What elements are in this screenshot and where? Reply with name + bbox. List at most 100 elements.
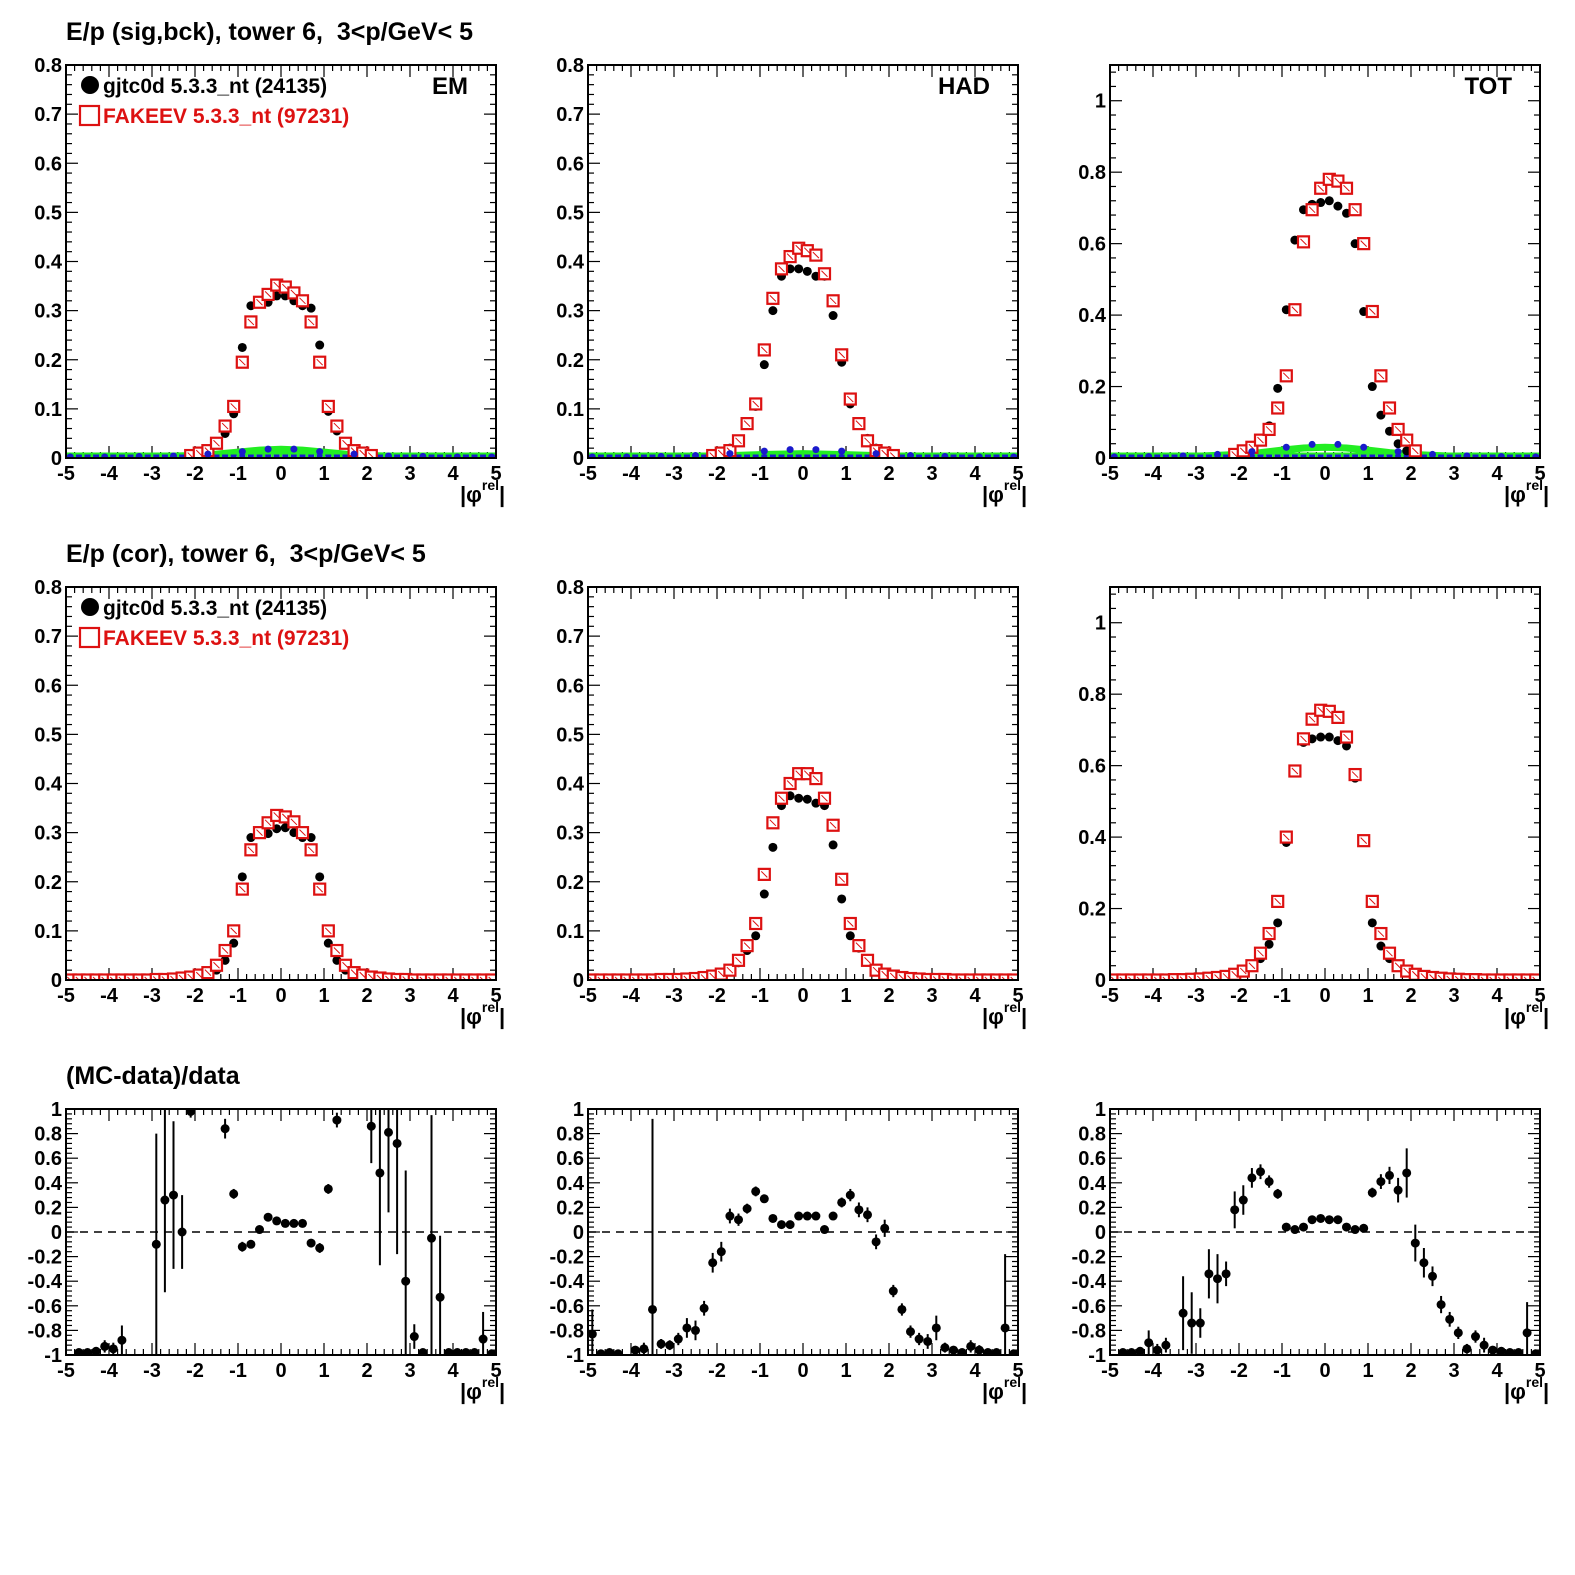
row1-TOT-mc-point-err <box>1308 206 1316 214</box>
row3-TOT-x-axis-label-main: |φ <box>1504 1379 1526 1404</box>
row1-TOT-bkg-mc-point <box>1117 452 1129 458</box>
row1-TOT-bkg-data-point <box>1137 454 1144 458</box>
row1-TOT-bkg-data-point <box>1524 454 1531 458</box>
row2-TOT-y-tick-label: 0.4 <box>1078 827 1107 849</box>
row3-HAD-ratio-point <box>914 1334 924 1344</box>
row2-HAD-mc-point <box>602 973 617 980</box>
row1-EM-y-tick-label: 0.2 <box>34 350 62 372</box>
row3-TOT-x-tick-label: 1 <box>1362 1360 1373 1382</box>
row3-EM-x-tick-label: 0 <box>275 1360 286 1382</box>
row1-TOT-x-tick-label: -1 <box>1273 463 1291 485</box>
row1-TOT-bkg-data-point <box>1282 443 1290 451</box>
row1-EM-bkg-mc-point <box>142 452 154 458</box>
row1-EM-bkg-mc-point <box>486 452 496 458</box>
row2-EM-legend-mc-label: FAKEEV 5.3.3_nt (97231) <box>103 627 349 650</box>
row1-TOT-marks <box>1110 172 1540 458</box>
row1-HAD-bkg-mc-point <box>844 452 856 458</box>
row3-HAD-frame <box>587 1108 1019 1356</box>
row1-EM-bkg-data-point <box>402 454 409 458</box>
row1-EM-mc-point-err <box>213 439 220 447</box>
row2-TOT-x-tick-label: -1 <box>1273 985 1291 1007</box>
row1-TOT-bkg-data-point <box>1248 454 1255 458</box>
row1-HAD-bkg-data-point <box>855 454 862 458</box>
row2-TOT-mc-point-err <box>1506 976 1511 980</box>
row-title-ratio: (MC-data)/data <box>66 1062 240 1090</box>
row1-EM-bkg-mc-point <box>451 452 463 458</box>
row1-TOT-bkg-mc-point <box>1384 452 1395 458</box>
row2-EM-x-axis-label-main: |φ <box>460 1004 482 1029</box>
row2-EM-y-tick-label: 0.6 <box>34 675 62 697</box>
row1-EM-bkg-mc-point <box>469 452 480 458</box>
row2-EM-mc-point-err <box>118 976 123 980</box>
row1-EM-mc-point-err <box>316 358 324 366</box>
row1-TOT-x-tick-label: 0 <box>1319 463 1330 485</box>
row2-EM-mc-point-err <box>75 976 80 980</box>
row3-HAD-ratio-point <box>1000 1323 1010 1333</box>
row1-TOT-bkg-data-point <box>1119 454 1126 458</box>
row1-TOT-bkg-data-point <box>1188 454 1195 458</box>
row2-HAD-data-point <box>802 794 812 804</box>
row1-EM-legend-data-label: gjtc0d 5.3.3_nt (24135) <box>103 75 327 98</box>
row3-HAD-ratio-point <box>845 1190 855 1200</box>
row1-EM-bkg-mc-point <box>305 452 317 458</box>
row3-EM-ratio-point <box>392 1138 402 1148</box>
row1-HAD-bkg-mc-point <box>664 452 676 458</box>
row3-TOT-ratio-point <box>1144 1338 1154 1348</box>
row2-EM-mc-point-err <box>324 927 332 935</box>
row1-EM-bkg-mc-point <box>228 452 240 458</box>
row1-EM-x-tick-label: 4 <box>447 463 459 485</box>
row1-TOT-x-tick-label: -5 <box>1101 463 1119 485</box>
row1-EM-bkg-data-point <box>428 454 435 458</box>
row1-HAD-bkg-mc-point <box>999 452 1011 458</box>
row1-EM-y-tick-label: 0 <box>51 448 62 470</box>
row1-HAD-bkg-mc-point <box>750 452 762 458</box>
row2-HAD-mc-point-err <box>821 794 828 802</box>
row3-HAD-ratio-point <box>596 1349 606 1355</box>
row1-HAD-bkg-mc-point <box>638 452 650 458</box>
row3-TOT-ratio-point <box>1238 1195 1248 1205</box>
row1-TOT-bkg-data-point <box>1154 454 1161 458</box>
row2-EM-y-tick-label: 0 <box>51 970 62 992</box>
row2-HAD-mc-point-err <box>889 972 897 980</box>
row3-TOT-ratio-point <box>1514 1348 1523 1355</box>
row3-EM-ratio-point <box>255 1225 264 1235</box>
row1-TOT-bkg-data-point <box>1128 454 1135 458</box>
row1-HAD-x-axis-label: |φrel| <box>982 477 1027 507</box>
row2-HAD-y-tick-label: 0.4 <box>556 774 585 796</box>
row1-EM-bkg-mc-point <box>340 452 351 458</box>
row2-EM-frame <box>65 586 497 981</box>
row3-EM-ratio-point <box>427 1233 436 1243</box>
row2-HAD-x-tick-label: -5 <box>579 985 597 1007</box>
row1-HAD-mc-point-err <box>769 294 777 302</box>
row1-TOT-bkg-data-point <box>1214 450 1221 458</box>
row2-TOT-mc-point <box>1124 973 1139 980</box>
row1-TOT-bkg-data-point <box>1386 454 1393 458</box>
row1-TOT-bkg-mc-point <box>1513 452 1524 458</box>
row1-EM-bkg-data-point <box>350 450 358 458</box>
row1-TOT-bkg-data-point <box>1446 454 1453 458</box>
row3-HAD-x-tick-label: -1 <box>751 1360 769 1382</box>
row1-EM-y-tick-label: 0.6 <box>34 153 62 175</box>
row1-TOT-bkg-mc-point <box>1126 452 1137 458</box>
row3-EM-ratio-point <box>332 1115 342 1125</box>
row1-HAD-x-tick-label: 0 <box>797 463 808 485</box>
row1-EM-mc-point-err <box>221 422 229 430</box>
row2-HAD-marks <box>588 767 1018 980</box>
row1-TOT-mc-point-err <box>1300 238 1307 246</box>
row3-EM-ratio-point <box>418 1348 428 1355</box>
row2-EM-y-tick-label: 0.4 <box>34 774 63 796</box>
row2-EM-x-tick-label: 3 <box>404 985 415 1007</box>
row1-HAD-bkg-data-point <box>588 453 596 458</box>
row2-HAD-y-tick-label: 0.2 <box>556 872 584 894</box>
row1-EM-legend-data-marker <box>81 76 99 94</box>
row1-TOT-x-tick-label: -3 <box>1187 463 1205 485</box>
row2-HAD-data-point <box>759 889 769 899</box>
row2-EM-mc-point-err <box>230 927 238 935</box>
row1-TOT-bkg-data-point <box>1309 454 1316 458</box>
row2-TOT-mc-point-err <box>1308 715 1316 723</box>
row2-TOT-mc-point <box>1142 973 1156 980</box>
row2-EM-y-tick-label: 0.2 <box>34 872 62 894</box>
row1-TOT-bkg-mc-point <box>1169 452 1180 458</box>
row1-EM-bkg-data-point <box>222 454 229 458</box>
